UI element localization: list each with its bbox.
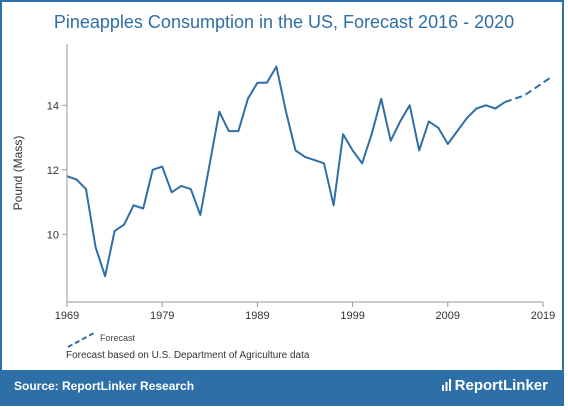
forecast-note: Forecast based on U.S. Department of Agr… [66, 350, 310, 361]
source-text: Source: ReportLinker Research [14, 379, 195, 393]
actual-series-line [66, 65, 506, 278]
x-tick-label: 2009 [436, 310, 460, 322]
forecast-series-line [504, 75, 554, 104]
y-tick-label: 12 [47, 165, 59, 177]
x-tick-label: 1979 [150, 310, 174, 322]
y-axis-label: Pound (Mass) [11, 136, 25, 211]
brand-logo[interactable]: ReportLinker [441, 377, 548, 394]
x-tick-label: 2019 [531, 310, 555, 322]
y-tick-label: 10 [47, 229, 59, 241]
reportlinker-logo-icon [441, 379, 451, 391]
x-tick-label: 1999 [340, 310, 364, 322]
forecast-legend-label: Forecast [100, 333, 136, 343]
brand-name: ReportLinker [454, 377, 548, 394]
footer-bar: Source: ReportLinker Research ReportLink… [2, 370, 562, 404]
x-tick-label: 1969 [55, 310, 79, 322]
y-tick-label: 14 [47, 100, 59, 112]
forecast-legend-swatch [67, 332, 95, 348]
x-tick-label: 1989 [245, 310, 269, 322]
chart-title: Pineapples Consumption in the US, Foreca… [53, 12, 515, 32]
